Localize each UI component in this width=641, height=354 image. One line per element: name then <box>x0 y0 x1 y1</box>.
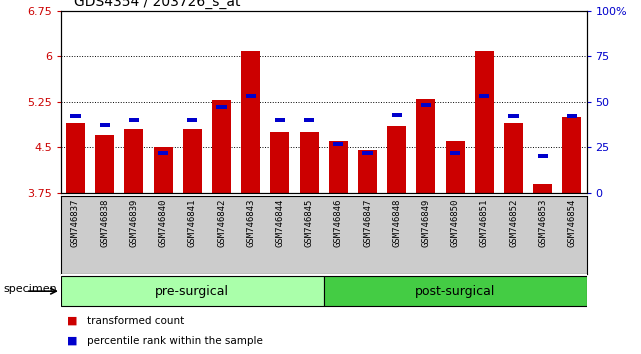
Bar <box>183 129 202 193</box>
Bar <box>212 100 231 193</box>
Text: GSM746848: GSM746848 <box>392 199 401 247</box>
Bar <box>187 118 197 122</box>
Bar <box>217 105 227 109</box>
Bar <box>392 113 402 116</box>
Text: GSM746839: GSM746839 <box>129 199 138 247</box>
Bar <box>333 142 344 146</box>
Text: GSM746846: GSM746846 <box>334 199 343 247</box>
Bar <box>246 94 256 98</box>
Text: GSM746847: GSM746847 <box>363 199 372 247</box>
Text: specimen: specimen <box>3 285 57 295</box>
Bar <box>450 151 460 155</box>
Bar <box>271 132 289 193</box>
Text: pre-surgical: pre-surgical <box>155 285 229 298</box>
Bar <box>538 154 548 159</box>
Bar <box>417 99 435 193</box>
Bar <box>129 118 139 122</box>
Bar <box>420 103 431 107</box>
Text: GSM746850: GSM746850 <box>451 199 460 247</box>
Text: GDS4354 / 203726_s_at: GDS4354 / 203726_s_at <box>74 0 240 9</box>
Bar <box>508 114 519 118</box>
Bar <box>479 94 490 98</box>
Text: GSM746853: GSM746853 <box>538 199 547 247</box>
Text: GSM746840: GSM746840 <box>158 199 167 247</box>
Text: post-surgical: post-surgical <box>415 285 495 298</box>
Bar <box>445 141 465 193</box>
Bar <box>154 147 172 193</box>
Text: GSM746838: GSM746838 <box>100 199 109 247</box>
Text: GSM746849: GSM746849 <box>421 199 430 247</box>
Bar <box>324 276 587 306</box>
Text: percentile rank within the sample: percentile rank within the sample <box>87 336 262 346</box>
Text: GSM746854: GSM746854 <box>567 199 576 247</box>
Bar <box>66 123 85 193</box>
Bar <box>275 118 285 122</box>
Text: ■: ■ <box>67 316 78 326</box>
Text: GSM746851: GSM746851 <box>480 199 489 247</box>
Text: ■: ■ <box>67 336 78 346</box>
Text: GSM746845: GSM746845 <box>304 199 313 247</box>
Bar <box>96 135 114 193</box>
Bar <box>299 132 319 193</box>
Text: transformed count: transformed count <box>87 316 184 326</box>
Bar <box>387 126 406 193</box>
Bar <box>475 51 494 193</box>
Bar <box>61 276 324 306</box>
Bar <box>304 118 314 122</box>
Bar <box>562 117 581 193</box>
Bar <box>358 150 377 193</box>
Text: GSM746837: GSM746837 <box>71 199 80 247</box>
Bar <box>533 184 552 193</box>
Text: GSM746843: GSM746843 <box>246 199 255 247</box>
Bar <box>158 151 168 155</box>
Text: GSM746844: GSM746844 <box>276 199 285 247</box>
Bar <box>241 51 260 193</box>
Bar <box>567 114 577 118</box>
Bar <box>329 141 348 193</box>
Bar <box>71 114 81 118</box>
Bar <box>362 151 372 155</box>
Bar <box>504 123 523 193</box>
Bar <box>124 129 144 193</box>
Text: GSM746841: GSM746841 <box>188 199 197 247</box>
Text: GSM746842: GSM746842 <box>217 199 226 247</box>
Bar <box>99 124 110 127</box>
Text: GSM746852: GSM746852 <box>509 199 518 247</box>
